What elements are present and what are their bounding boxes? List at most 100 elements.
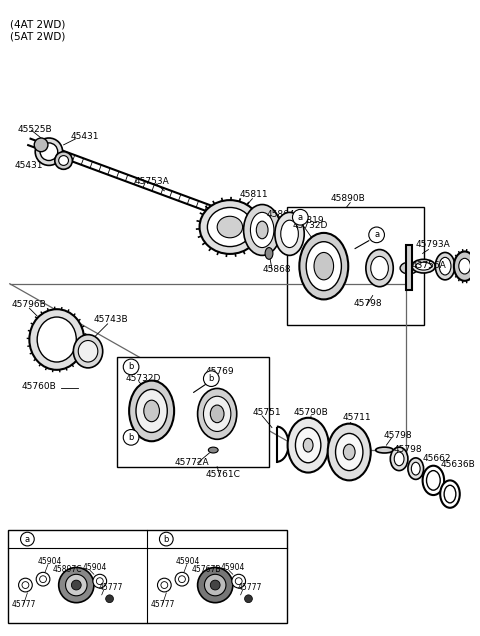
Circle shape: [40, 143, 58, 160]
Ellipse shape: [210, 405, 224, 423]
Bar: [406, 245, 412, 289]
Ellipse shape: [390, 447, 408, 471]
Circle shape: [157, 578, 171, 592]
Ellipse shape: [295, 427, 321, 463]
Ellipse shape: [408, 458, 423, 480]
Ellipse shape: [300, 233, 348, 300]
Ellipse shape: [243, 205, 281, 256]
Ellipse shape: [328, 424, 371, 480]
Ellipse shape: [422, 466, 444, 495]
Text: 45890B: 45890B: [331, 194, 365, 203]
Ellipse shape: [416, 262, 432, 270]
Text: 45904: 45904: [176, 557, 201, 566]
Text: 45868: 45868: [262, 265, 291, 273]
Circle shape: [55, 152, 72, 169]
Ellipse shape: [306, 242, 341, 291]
Circle shape: [369, 227, 384, 243]
Text: 45732D: 45732D: [125, 374, 161, 383]
Circle shape: [59, 156, 69, 165]
Ellipse shape: [29, 309, 84, 370]
Ellipse shape: [336, 433, 363, 471]
Ellipse shape: [288, 418, 329, 473]
Circle shape: [34, 138, 48, 152]
Text: (4AT 2WD): (4AT 2WD): [10, 20, 65, 29]
Text: 45904: 45904: [221, 563, 245, 572]
Text: 45798: 45798: [384, 431, 412, 440]
Text: 45790B: 45790B: [293, 408, 328, 417]
Ellipse shape: [454, 251, 475, 281]
Circle shape: [19, 578, 32, 592]
Text: 45662: 45662: [422, 454, 451, 464]
Text: 45743B: 45743B: [94, 315, 129, 324]
Text: 45796B: 45796B: [12, 300, 47, 309]
Ellipse shape: [411, 462, 420, 475]
Circle shape: [244, 595, 252, 603]
Text: 45819: 45819: [295, 216, 324, 225]
Ellipse shape: [440, 480, 460, 508]
Text: 45431: 45431: [15, 161, 43, 170]
Text: (5AT 2WD): (5AT 2WD): [10, 31, 65, 41]
Ellipse shape: [217, 216, 242, 238]
Ellipse shape: [198, 389, 237, 439]
Circle shape: [66, 574, 87, 596]
Text: b: b: [164, 535, 169, 544]
Circle shape: [123, 359, 139, 375]
Circle shape: [36, 572, 50, 586]
Circle shape: [21, 532, 34, 546]
Circle shape: [179, 576, 185, 583]
Text: 45751: 45751: [252, 408, 281, 417]
Ellipse shape: [343, 444, 355, 460]
Ellipse shape: [251, 212, 274, 247]
Ellipse shape: [136, 389, 167, 432]
Text: 45777: 45777: [12, 600, 36, 609]
Text: 45811: 45811: [240, 190, 268, 199]
Bar: [287, 207, 423, 325]
Text: 45864A: 45864A: [267, 210, 302, 219]
Text: 45904: 45904: [82, 563, 107, 572]
Text: b: b: [128, 363, 134, 371]
Bar: [8, 530, 287, 623]
Circle shape: [204, 574, 226, 596]
Text: 43756A: 43756A: [412, 261, 446, 270]
Text: a: a: [25, 535, 30, 544]
Ellipse shape: [303, 438, 313, 452]
Circle shape: [93, 574, 107, 588]
Text: 45760B: 45760B: [22, 382, 56, 391]
Circle shape: [59, 567, 94, 603]
Text: 45636B: 45636B: [440, 460, 475, 469]
Text: 45777: 45777: [238, 583, 262, 591]
Ellipse shape: [129, 380, 174, 441]
Text: 45897C: 45897C: [53, 565, 83, 574]
Bar: [118, 357, 269, 467]
Ellipse shape: [376, 447, 393, 453]
Ellipse shape: [204, 396, 231, 431]
Ellipse shape: [427, 471, 440, 490]
Circle shape: [123, 429, 139, 445]
Ellipse shape: [400, 262, 418, 274]
Text: 45732D: 45732D: [292, 221, 328, 230]
Circle shape: [40, 576, 47, 583]
Circle shape: [72, 580, 81, 590]
Text: 45904: 45904: [37, 557, 61, 566]
Text: 45761C: 45761C: [205, 470, 240, 479]
Text: 45769: 45769: [205, 368, 234, 377]
Text: 45767B: 45767B: [192, 565, 221, 574]
Circle shape: [35, 138, 62, 165]
Circle shape: [175, 572, 189, 586]
Ellipse shape: [314, 252, 334, 280]
Ellipse shape: [435, 252, 455, 280]
Text: b: b: [128, 433, 134, 442]
Text: a: a: [298, 213, 303, 222]
Circle shape: [159, 532, 173, 546]
Text: 45798: 45798: [353, 299, 382, 308]
Ellipse shape: [256, 221, 268, 238]
Ellipse shape: [281, 220, 299, 247]
Text: 45793A: 45793A: [416, 240, 451, 249]
Ellipse shape: [439, 258, 451, 275]
Ellipse shape: [200, 200, 260, 254]
Circle shape: [96, 577, 103, 584]
Circle shape: [22, 582, 29, 588]
Text: b: b: [209, 374, 214, 383]
Circle shape: [292, 209, 308, 225]
Ellipse shape: [371, 256, 388, 280]
